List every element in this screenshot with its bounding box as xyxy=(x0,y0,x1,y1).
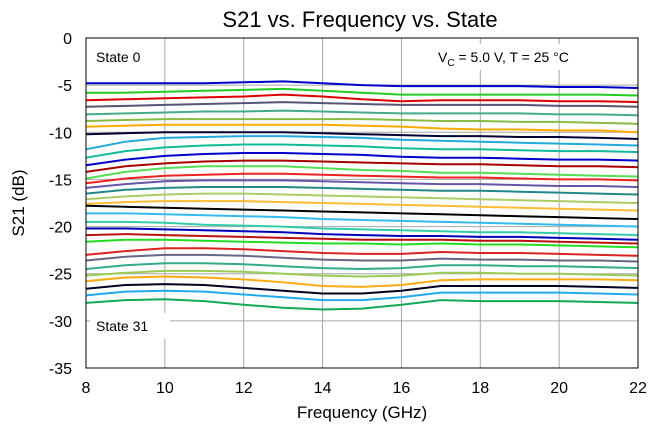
series-line-state-27 xyxy=(85,269,639,278)
state0-label-box xyxy=(90,44,160,70)
y-tick-label: 0 xyxy=(63,31,72,48)
series-line-state-20 xyxy=(86,220,639,237)
series-line-state-5 xyxy=(85,118,639,125)
y-tick-label: -5 xyxy=(58,78,72,95)
series-line-state-10 xyxy=(85,152,639,167)
series-line-state-1 xyxy=(86,87,639,97)
series-line-state-11 xyxy=(85,159,639,173)
series-line-state-24 xyxy=(85,247,639,257)
y-tick-label: -35 xyxy=(49,361,72,378)
x-tick-label: 22 xyxy=(629,380,647,397)
x-tick-labels: 8 10 12 14 16 18 20 22 xyxy=(82,380,647,397)
y-tick-label: -25 xyxy=(49,267,72,284)
series-line-state-12 xyxy=(85,165,639,180)
series-line-state-13 xyxy=(85,172,639,185)
state0-label: State 0 xyxy=(96,49,141,65)
series-lines xyxy=(85,80,639,311)
chart-title: S21 vs. Frequency vs. State xyxy=(222,7,497,32)
y-tick-label: -30 xyxy=(49,314,72,331)
x-axis-title: Frequency (GHz) xyxy=(297,403,427,422)
series-line-state-25 xyxy=(85,253,639,263)
series-line-state-16 xyxy=(85,192,639,204)
series-line-state-30 xyxy=(85,289,639,302)
x-tick-label: 16 xyxy=(393,380,411,397)
series-line-state-19 xyxy=(86,212,639,228)
series-line-state-22 xyxy=(85,233,639,245)
series-line-state-31 xyxy=(85,298,639,311)
series-line-state-21 xyxy=(86,227,639,241)
x-tick-label: 18 xyxy=(471,380,489,397)
series-line-state-14 xyxy=(85,179,639,189)
y-tick-label: -10 xyxy=(49,125,72,142)
series-line-state-18 xyxy=(85,204,639,220)
series-line-state-4 xyxy=(85,109,639,117)
series-line-state-2 xyxy=(85,93,639,104)
series-line-state-0 xyxy=(86,80,639,89)
series-line-state-3 xyxy=(85,101,639,108)
series-line-state-6 xyxy=(85,123,639,134)
series-line-state-7 xyxy=(85,131,639,140)
series-line-state-15 xyxy=(85,186,639,196)
conditions-label-box xyxy=(430,44,634,70)
y-tick-labels: 0 -5 -10 -15 -20 -25 -30 -35 xyxy=(49,31,72,378)
x-tick-label: 8 xyxy=(82,380,91,397)
series-line-state-23 xyxy=(85,238,639,249)
series-line-state-26 xyxy=(85,262,639,270)
x-tick-label: 14 xyxy=(314,380,332,397)
y-tick-label: -20 xyxy=(49,220,72,237)
series-line-state-9 xyxy=(85,143,639,159)
series-line-state-29 xyxy=(85,283,639,295)
x-tick-label: 20 xyxy=(550,380,568,397)
conditions-label: VC = 5.0 V, T = 25 °C xyxy=(438,49,569,69)
y-tick-label: -15 xyxy=(49,172,72,189)
plot-frame xyxy=(85,37,639,369)
series-line-state-28 xyxy=(85,275,639,288)
state31-label-box xyxy=(90,313,170,339)
y-axis-title: S21 (dB) xyxy=(9,169,28,236)
state31-label: State 31 xyxy=(96,318,148,334)
series-line-state-17 xyxy=(85,200,639,212)
x-tick-label: 12 xyxy=(235,380,253,397)
series-line-state-8 xyxy=(85,135,639,151)
x-tick-label: 10 xyxy=(156,380,174,397)
